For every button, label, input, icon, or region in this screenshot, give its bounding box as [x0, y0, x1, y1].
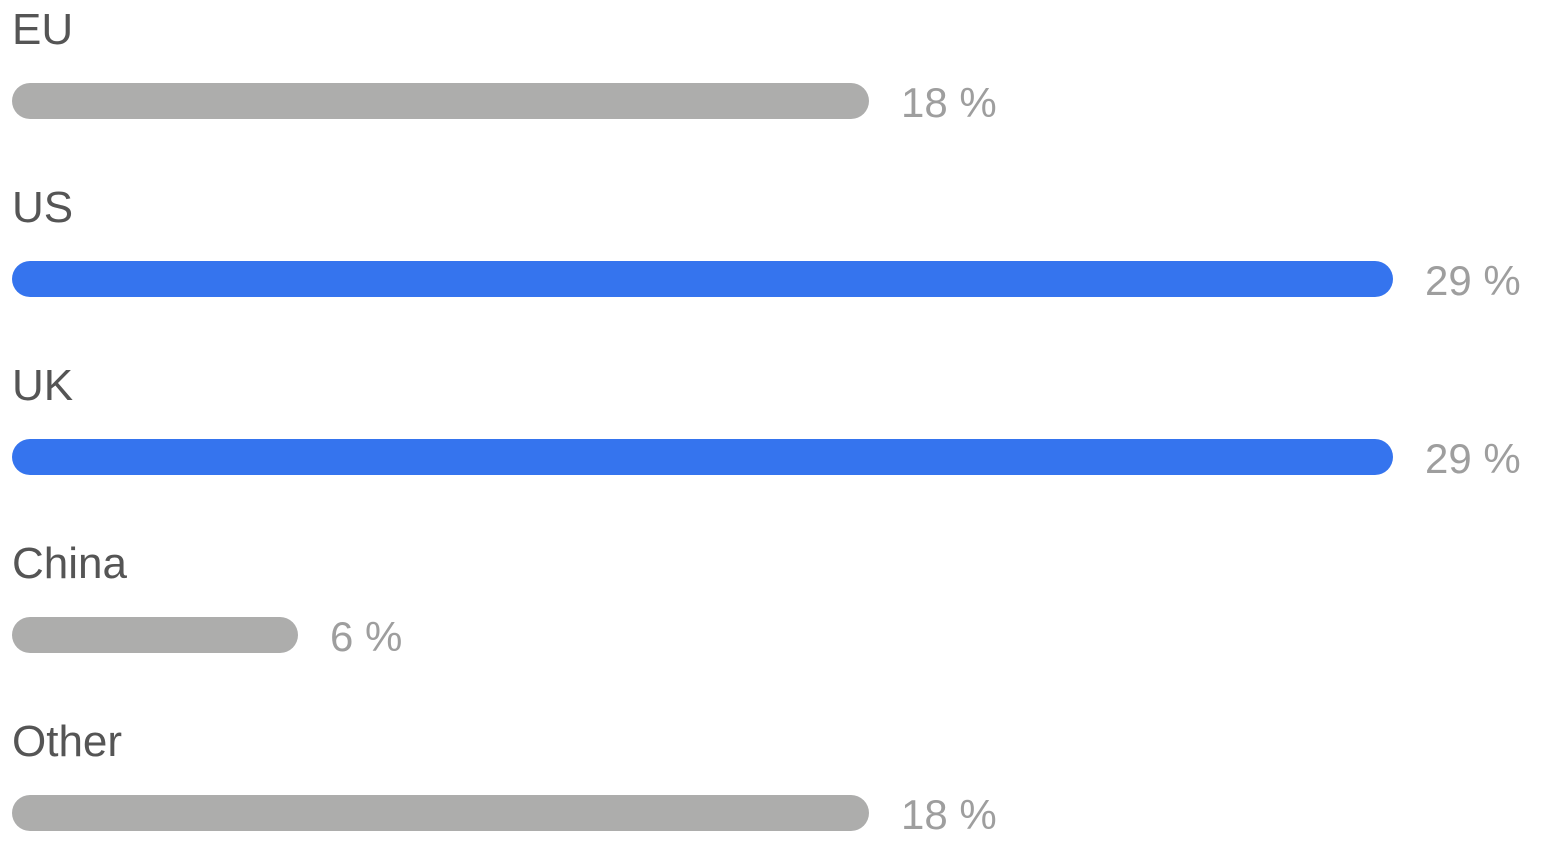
category-label: China [12, 539, 127, 588]
bar-track [12, 261, 1393, 297]
bar-row: US 29 % [0, 178, 1541, 328]
bar-track [12, 795, 869, 831]
value-label: 18 % [901, 79, 997, 126]
category-label: Other [12, 717, 123, 766]
bar [12, 795, 869, 831]
value-label: 29 % [1425, 435, 1521, 482]
bar-row: Other 18 % [0, 712, 1541, 862]
bar-track [12, 439, 1393, 475]
bar [12, 83, 869, 119]
bar [12, 439, 1393, 475]
value-label: 6 % [330, 613, 403, 660]
bar-row: UK 29 % [0, 356, 1541, 506]
category-label: US [12, 183, 74, 232]
category-label: UK [12, 361, 74, 410]
bar-row: China 6 % [0, 534, 1541, 684]
bar [12, 617, 298, 653]
bar-row: EU 18 % [0, 0, 1541, 150]
value-label: 29 % [1425, 257, 1521, 304]
bar-track [12, 83, 869, 119]
bar-chart: EU 18 % US 29 % UK 29 % China 6 % Other 18 % [0, 0, 1541, 838]
bar [12, 261, 1393, 297]
category-label: EU [12, 5, 74, 54]
value-label: 18 % [901, 791, 997, 838]
bar-track [12, 617, 298, 653]
